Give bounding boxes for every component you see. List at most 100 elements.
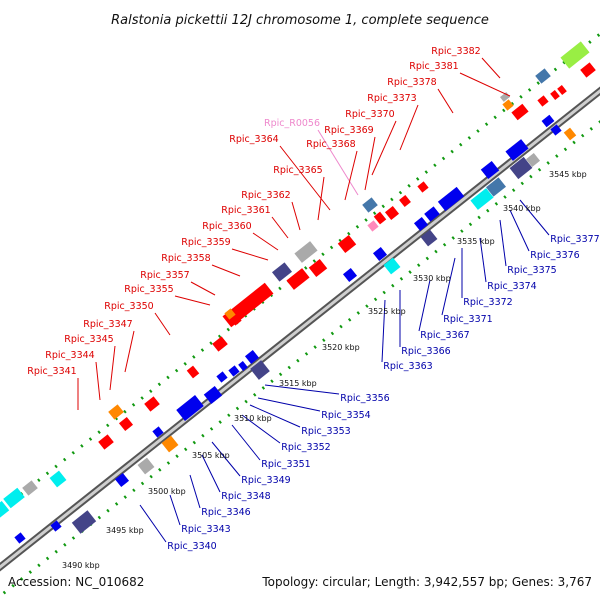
leaders-layer [77, 57, 550, 543]
gene-glyph [560, 41, 590, 69]
gene-glyph [228, 365, 240, 377]
gene-label-forward[interactable]: Rpic_R0056 [264, 118, 320, 129]
label-leader [519, 199, 550, 236]
gene-label-reverse[interactable]: Rpic_3374 [487, 281, 536, 292]
gene-label-forward[interactable]: Rpic_3361 [221, 205, 270, 216]
gene-glyph [71, 510, 97, 534]
gene-glyph [550, 90, 560, 100]
gene-label-forward[interactable]: Rpic_3382 [431, 46, 480, 57]
gene-label-reverse[interactable]: Rpic_3372 [463, 297, 512, 308]
gene-glyph [470, 188, 494, 210]
label-leader [109, 345, 116, 391]
gene-label-reverse[interactable]: Rpic_3343 [181, 524, 230, 535]
gene-glyph [216, 371, 228, 383]
gene-glyph [212, 336, 228, 352]
gene-label-reverse[interactable]: Rpic_3354 [321, 410, 370, 421]
gene-glyph [413, 216, 429, 232]
gene-label-forward[interactable]: Rpic_3350 [104, 301, 153, 312]
gene-glyph [525, 152, 541, 168]
gene-label-forward[interactable]: Rpic_3369 [324, 125, 373, 136]
gene-label-reverse[interactable]: Rpic_3367 [420, 330, 469, 341]
ruler-label: 3520 kbp [322, 343, 360, 352]
gene-label-forward[interactable]: Rpic_3373 [367, 93, 416, 104]
gene-glyph [505, 139, 529, 161]
summary-text: Topology: circular; Length: 3,942,557 bp… [261, 575, 592, 589]
gene-label-forward[interactable]: Rpic_3358 [161, 253, 210, 264]
gene-label-forward[interactable]: Rpic_3345 [64, 334, 113, 345]
ruler-label: 3490 kbp [62, 561, 100, 570]
label-leader [211, 441, 241, 477]
label-leader [479, 237, 487, 283]
gene-glyph [511, 103, 529, 121]
gene-glyph [424, 206, 440, 222]
gene-label-forward[interactable]: Rpic_3370 [345, 109, 394, 120]
gene-label-forward[interactable]: Rpic_3357 [140, 270, 189, 281]
gene-label-forward[interactable]: Rpic_3355 [124, 284, 173, 295]
gene-glyph [367, 220, 379, 232]
gene-glyph [272, 262, 292, 282]
gene-glyph [308, 258, 328, 278]
gene-glyph [372, 246, 388, 262]
label-leader [381, 299, 386, 363]
gene-label-reverse[interactable]: Rpic_3352 [281, 442, 330, 453]
gene-label-forward[interactable]: Rpic_3381 [409, 61, 458, 72]
ruler-label: 3530 kbp [413, 274, 451, 283]
label-leader [189, 474, 201, 509]
gene-label-reverse[interactable]: Rpic_3371 [443, 314, 492, 325]
gene-label-reverse[interactable]: Rpic_3376 [530, 250, 579, 261]
gene-label-forward[interactable]: Rpic_3341 [27, 366, 76, 377]
ruler-label: 3540 kbp [503, 204, 541, 213]
gene-label-reverse[interactable]: Rpic_3377 [550, 234, 599, 245]
label-leader [257, 397, 321, 412]
ruler-label: 3500 kbp [148, 487, 186, 496]
gene-glyph [3, 487, 25, 509]
gene-label-reverse[interactable]: Rpic_3348 [221, 491, 270, 502]
label-leader [252, 232, 279, 251]
gene-label-reverse[interactable]: Rpic_3363 [383, 361, 432, 372]
forward-tick-track [0, 32, 600, 513]
gene-label-forward[interactable]: Rpic_3365 [273, 165, 322, 176]
label-leader [481, 57, 501, 79]
gene-glyph [383, 257, 401, 275]
gene-label-forward[interactable]: Rpic_3378 [387, 77, 436, 88]
gene-label-reverse[interactable]: Rpic_3366 [401, 346, 450, 357]
gene-label-forward[interactable]: Rpic_3347 [83, 319, 132, 330]
gene-label-reverse[interactable]: Rpic_3340 [167, 541, 216, 552]
ruler-label: 3545 kbp [549, 170, 587, 179]
gene-glyph [486, 177, 506, 197]
gene-label-forward[interactable]: Rpic_3344 [45, 350, 94, 361]
label-leader [264, 384, 340, 395]
gene-glyph [244, 349, 260, 365]
gene-label-forward[interactable]: Rpic_3368 [306, 139, 355, 150]
gene-label-reverse[interactable]: Rpic_3356 [340, 393, 389, 404]
gene-glyph [222, 282, 274, 328]
gene-label-forward[interactable]: Rpic_3364 [229, 134, 278, 145]
gene-label-reverse[interactable]: Rpic_3353 [301, 426, 350, 437]
gene-label-reverse[interactable]: Rpic_3346 [201, 507, 250, 518]
label-leader [279, 145, 331, 211]
gene-glyph [0, 500, 10, 520]
ruler-label: 3535 kbp [457, 237, 495, 246]
gene-glyph [550, 124, 562, 136]
gene-label-forward[interactable]: Rpic_3360 [202, 221, 251, 232]
gene-label-forward[interactable]: Rpic_3359 [181, 237, 230, 248]
genes-layer [0, 41, 596, 544]
gene-glyph [509, 156, 533, 180]
gene-label-forward[interactable]: Rpic_3362 [241, 190, 290, 201]
gene-label-reverse[interactable]: Rpic_3351 [261, 459, 310, 470]
gene-glyph [437, 186, 465, 212]
label-leader [241, 414, 281, 444]
gene-label-reverse[interactable]: Rpic_3375 [507, 265, 556, 276]
gene-glyph [580, 62, 596, 78]
gene-glyph [186, 365, 200, 379]
label-leader [169, 494, 181, 526]
ruler-label: 3515 kbp [279, 379, 317, 388]
map-title: Ralstonia pickettii 12J chromosome 1, co… [111, 13, 489, 28]
gene-glyph [337, 234, 357, 254]
gene-glyph [399, 194, 411, 208]
label-leader [139, 504, 167, 543]
label-leader [317, 129, 359, 196]
label-leader [190, 281, 216, 296]
gene-label-reverse[interactable]: Rpic_3349 [241, 475, 290, 486]
gene-glyph [137, 457, 155, 475]
